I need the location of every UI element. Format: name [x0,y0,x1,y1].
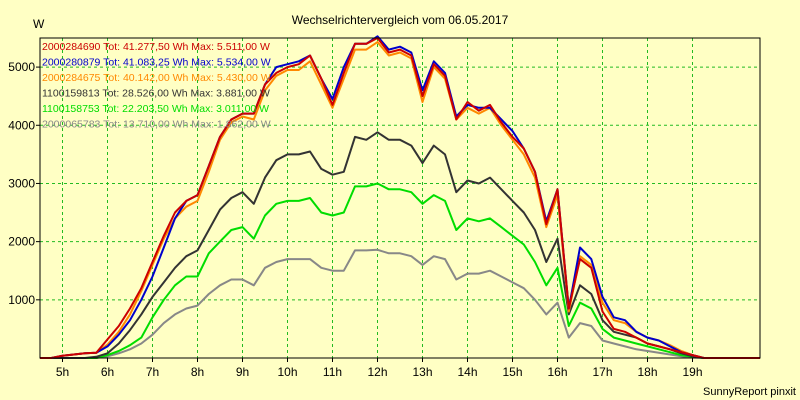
series-lines [40,35,760,359]
series-line-2000284690 [40,37,760,359]
gridlines [40,38,760,358]
x-tick-label: 14h [457,365,477,379]
x-tick-label: 5h [56,365,69,379]
x-tick-label: 12h [367,365,387,379]
footer-credit: SunnyReport pinxit [703,386,796,398]
x-tick-label: 15h [502,365,522,379]
legend-entry-1100158753: 1100158753 Tot: 22.203,50 Wh Max: 3.011,… [42,103,269,115]
y-tick-label: 5000 [8,60,35,74]
legend-entry-2000284690: 2000284690 Tot: 41.277,50 Wh Max: 5.511,… [42,41,270,53]
x-tick-label: 7h [146,365,159,379]
y-axis-unit-label: W [33,17,45,31]
axis-ticks: 5h 6h 7h 8h 9h 10h 11h 12h 13h 14h 15h 16h 17h 18h 19h… [8,60,702,379]
x-tick-label: 19h [682,365,702,379]
legend-entry-2000065783: 2000065783 Tot: 13.710,00 Wh Max: 1.862,… [42,119,271,131]
legend-entry-2000280879: 2000280879 Tot: 41.083,25 Wh Max: 5.534,… [42,57,271,69]
x-tick-label: 13h [412,365,432,379]
series-line-1100158753 [40,182,760,359]
y-tick-label: 4000 [8,118,35,132]
legend-entry-2000284675: 2000284675 Tot: 40.142,00 Wh Max: 5.430,… [42,72,271,84]
plot-area-border [39,37,761,359]
x-tick-label: 8h [191,365,204,379]
x-tick-label: 16h [547,365,567,379]
chart-title: Wechselrichtervergleich vom 06.05.2017 [292,13,509,27]
x-tick-label: 17h [592,365,612,379]
y-tick-label: 3000 [8,176,35,190]
x-tick-label: 9h [236,365,249,379]
x-tick-label: 18h [637,365,657,379]
series-line-2000280879 [40,35,760,359]
x-tick-label: 6h [101,365,114,379]
legend: 2000284690 Tot: 41.277,50 Wh Max: 5.511,… [42,41,271,131]
x-tick-label: 11h [323,365,342,379]
legend-entry-1100159813: 1100159813 Tot: 28.526,00 Wh Max: 3.881,… [42,88,270,100]
y-tick-label: 2000 [8,235,35,249]
series-line-2000065783 [40,248,760,359]
y-tick-label: 1000 [8,293,35,307]
x-tick-label: 10h [277,365,297,379]
